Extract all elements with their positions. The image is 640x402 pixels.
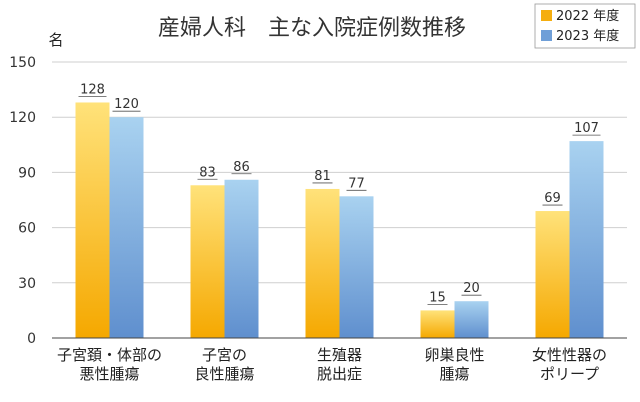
category-label-1-line-1: 良性腫瘍 bbox=[194, 365, 254, 383]
bar-2023-3 bbox=[454, 301, 489, 338]
legend-label-2022: 2022 年度 bbox=[556, 8, 619, 24]
data-label-2022-1: 83 bbox=[199, 165, 216, 180]
category-label-3-line-1: 腫瘍 bbox=[439, 365, 469, 383]
bar-2022-2 bbox=[305, 188, 340, 338]
data-label-2023-2: 77 bbox=[348, 176, 365, 191]
y-tick-label-150: 150 bbox=[9, 55, 36, 71]
data-label-2022-2: 81 bbox=[314, 169, 331, 184]
y-tick-label-90: 90 bbox=[18, 165, 36, 181]
data-label-2023-4: 107 bbox=[574, 121, 599, 136]
data-labels: 128 120 83 86 81 77 15 20 69 107 bbox=[78, 82, 601, 305]
bar-2022-4 bbox=[535, 211, 570, 338]
category-label-0-line-0: 子宮頚・体部の bbox=[57, 346, 162, 364]
category-label-0-line-1: 悪性腫瘍 bbox=[79, 365, 139, 383]
chart-title: 産婦人科 主な入院症例数推移 bbox=[158, 16, 466, 41]
category-label-4-line-0: 女性性器の bbox=[532, 346, 607, 364]
y-axis-unit-label: 名 bbox=[48, 31, 63, 49]
bars bbox=[75, 102, 604, 338]
legend-swatch-2022 bbox=[541, 10, 552, 21]
category-label-2-line-0: 生殖器 bbox=[317, 346, 362, 364]
data-label-2022-3: 15 bbox=[429, 290, 446, 305]
y-tick-label-120: 120 bbox=[9, 110, 36, 126]
legend: 2022 年度 2023 年度 bbox=[534, 3, 636, 49]
y-tick-label-30: 30 bbox=[18, 276, 36, 292]
bar-2022-3 bbox=[420, 310, 455, 338]
legend-swatch-2023 bbox=[541, 30, 552, 41]
bar-2023-4 bbox=[569, 141, 604, 338]
category-label-1-line-0: 子宮の bbox=[202, 346, 247, 364]
data-label-2023-0: 120 bbox=[114, 97, 139, 112]
y-axis-ticks: 0 30 60 90 120 150 bbox=[9, 55, 36, 347]
bar-2022-1 bbox=[190, 185, 225, 338]
category-label-3-line-0: 卵巣良性 bbox=[424, 346, 484, 364]
y-tick-label-60: 60 bbox=[18, 221, 36, 237]
legend-label-2023: 2023 年度 bbox=[556, 28, 619, 44]
data-label-2023-3: 20 bbox=[463, 281, 480, 296]
bar-2023-0 bbox=[109, 117, 144, 338]
y-tick-label-0: 0 bbox=[27, 331, 36, 347]
data-label-2023-1: 86 bbox=[233, 160, 250, 175]
bar-2023-2 bbox=[339, 196, 374, 338]
category-label-2-line-1: 脱出症 bbox=[317, 365, 362, 383]
data-label-2022-4: 69 bbox=[544, 191, 561, 206]
data-label-2022-0: 128 bbox=[80, 82, 105, 97]
bar-2023-1 bbox=[224, 179, 259, 338]
bar-2022-0 bbox=[75, 102, 110, 338]
category-label-4-line-1: ポリープ bbox=[540, 365, 599, 383]
